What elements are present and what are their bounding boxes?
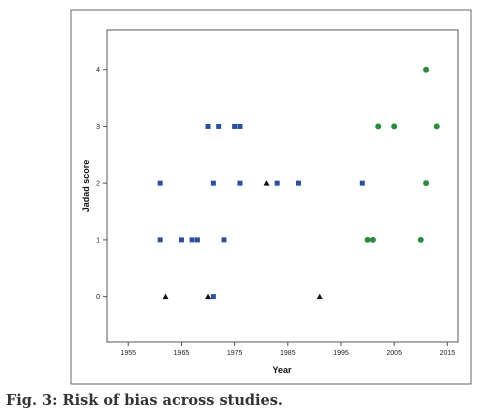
- data-point-circle: [423, 66, 430, 73]
- y-tick-label: 3: [96, 124, 100, 131]
- data-point-square: [237, 180, 243, 186]
- y-tick-label: 1: [96, 237, 100, 244]
- data-point-circle: [423, 180, 430, 187]
- data-points: [157, 66, 440, 300]
- data-point-circle: [364, 236, 371, 243]
- data-point-square: [178, 237, 184, 243]
- data-point-square: [189, 237, 195, 243]
- y-tick-label: 4: [96, 67, 100, 74]
- data-point-circle: [417, 236, 424, 243]
- y-tick-label: 2: [96, 181, 100, 188]
- x-axis: 1955 1965 1975 1985 1995 2005 2015: [120, 342, 455, 357]
- y-axis: 0 1 2 3 4: [96, 67, 107, 301]
- data-point-square: [359, 180, 365, 186]
- plot-area: [106, 29, 459, 343]
- data-point-square: [232, 123, 238, 129]
- data-point-circle: [375, 123, 382, 130]
- data-point-square: [237, 123, 243, 129]
- data-point-square: [194, 237, 200, 243]
- data-point-square: [274, 180, 280, 186]
- data-point-circle: [391, 123, 398, 130]
- x-tick-label: 1965: [174, 350, 190, 357]
- data-point-square: [157, 180, 163, 186]
- data-point-square: [205, 123, 211, 129]
- x-tick-label: 1985: [280, 350, 296, 357]
- x-tick-label: 1995: [333, 350, 349, 357]
- data-point-triangle: [205, 293, 212, 300]
- data-point-square: [157, 237, 163, 243]
- data-point-square: [210, 294, 216, 300]
- x-tick-label: 1955: [120, 350, 136, 357]
- data-point-square: [295, 180, 301, 186]
- figure-caption: Fig. 3: Risk of bias across studies.: [6, 392, 283, 409]
- data-point-circle: [369, 236, 376, 243]
- x-axis-title: Year: [272, 365, 292, 375]
- x-tick-label: 2015: [440, 350, 456, 357]
- x-tick-label: 2005: [386, 350, 402, 357]
- data-point-circle: [433, 123, 440, 130]
- data-point-square: [216, 123, 222, 129]
- data-point-square: [210, 180, 216, 186]
- y-tick-label: 0: [96, 294, 100, 301]
- data-point-triangle: [263, 180, 270, 186]
- x-tick-label: 1975: [227, 350, 243, 357]
- data-point-triangle: [162, 293, 169, 300]
- y-axis-title: Jadad score: [81, 160, 91, 213]
- data-point-triangle: [316, 293, 323, 300]
- data-point-square: [221, 237, 227, 243]
